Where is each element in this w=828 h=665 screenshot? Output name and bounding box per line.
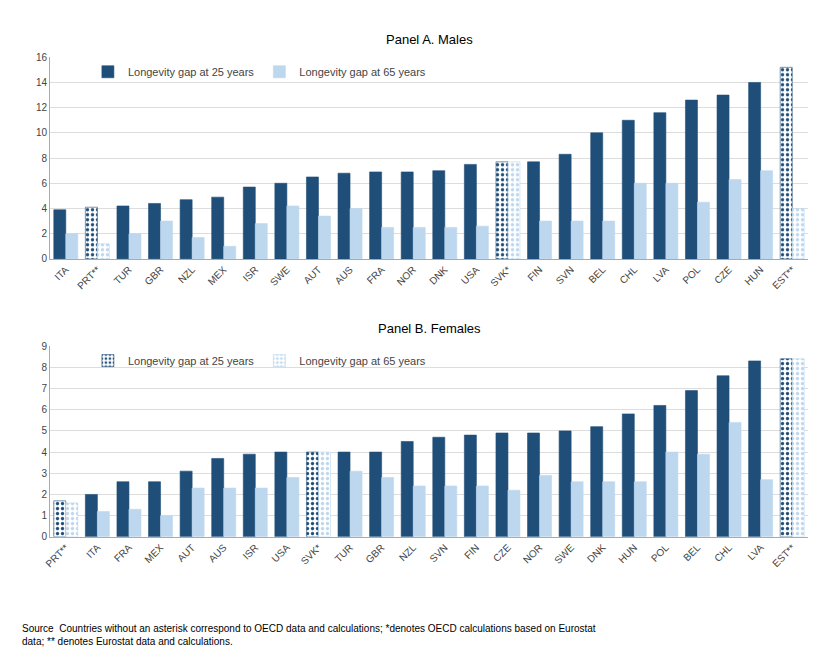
svg-text:1: 1 xyxy=(41,510,47,521)
svg-text:USA: USA xyxy=(270,542,293,565)
svg-text:0: 0 xyxy=(41,531,47,542)
svg-text:FIN: FIN xyxy=(462,542,481,561)
svg-text:12: 12 xyxy=(36,102,48,113)
svg-text:FRA: FRA xyxy=(365,264,387,286)
svg-text:AUS: AUS xyxy=(206,542,229,565)
svg-text:Longevity gap at 65 years: Longevity gap at 65 years xyxy=(299,66,425,78)
svg-text:NOR: NOR xyxy=(395,264,419,288)
svg-text:2: 2 xyxy=(41,228,47,239)
svg-text:NZL: NZL xyxy=(397,542,418,563)
svg-text:14: 14 xyxy=(36,77,48,88)
svg-text:TUR: TUR xyxy=(112,264,134,286)
svg-text:BEL: BEL xyxy=(587,264,608,285)
svg-text:16: 16 xyxy=(36,52,48,63)
svg-text:AUT: AUT xyxy=(301,264,323,286)
svg-text:SVN: SVN xyxy=(427,542,449,564)
svg-text:SVN: SVN xyxy=(554,264,576,286)
svg-text:3: 3 xyxy=(41,468,47,479)
svg-text:Panel B. Females: Panel B. Females xyxy=(378,321,481,336)
svg-text:HUN: HUN xyxy=(616,542,639,565)
svg-text:8: 8 xyxy=(41,362,47,373)
svg-text:FIN: FIN xyxy=(525,264,544,283)
svg-text:MEX: MEX xyxy=(142,542,165,565)
svg-text:Longevity gap at 25 years: Longevity gap at 25 years xyxy=(128,66,254,78)
svg-text:POL: POL xyxy=(649,542,671,564)
svg-text:SWE: SWE xyxy=(268,264,292,288)
svg-text:ISR: ISR xyxy=(241,264,261,284)
svg-text:Longevity gap at 25 years: Longevity gap at 25 years xyxy=(128,355,254,367)
svg-text:LVA: LVA xyxy=(651,264,671,284)
svg-text:AUS: AUS xyxy=(333,264,356,287)
svg-text:CHL: CHL xyxy=(712,542,734,564)
svg-text:POL: POL xyxy=(680,264,702,286)
svg-text:EST**: EST** xyxy=(770,542,797,569)
svg-text:9: 9 xyxy=(41,341,47,352)
svg-text:EST**: EST** xyxy=(770,264,797,291)
svg-text:MEX: MEX xyxy=(206,264,229,287)
svg-text:CZE: CZE xyxy=(491,542,513,564)
svg-text:6: 6 xyxy=(41,404,47,415)
svg-text:Longevity gap at 65 years: Longevity gap at 65 years xyxy=(299,355,425,367)
svg-text:ITA: ITA xyxy=(52,264,70,282)
svg-text:DNK: DNK xyxy=(585,542,608,565)
svg-text:AUT: AUT xyxy=(175,542,197,564)
svg-text:GBR: GBR xyxy=(363,542,386,565)
svg-text:CHL: CHL xyxy=(617,264,639,286)
svg-text:SWE: SWE xyxy=(552,542,576,566)
svg-text:PRT**: PRT** xyxy=(43,542,70,569)
svg-text:2: 2 xyxy=(41,489,47,500)
svg-text:LVA: LVA xyxy=(745,542,765,562)
svg-text:PRT**: PRT** xyxy=(75,264,102,291)
svg-text:SVK*: SVK* xyxy=(299,542,324,567)
svg-text:NOR: NOR xyxy=(521,542,545,566)
svg-text:4: 4 xyxy=(41,447,47,458)
svg-text:6: 6 xyxy=(41,178,47,189)
svg-text:SVK*: SVK* xyxy=(488,264,513,289)
svg-text:10: 10 xyxy=(36,127,48,138)
svg-text:Source Countries without an a: Source Countries without an asterisk cor… xyxy=(22,623,596,647)
svg-text:GBR: GBR xyxy=(142,264,165,287)
svg-text:TUR: TUR xyxy=(333,542,355,564)
svg-text:BEL: BEL xyxy=(681,542,702,563)
svg-text:4: 4 xyxy=(41,203,47,214)
svg-text:CZE: CZE xyxy=(712,264,734,286)
svg-text:ITA: ITA xyxy=(84,542,102,560)
svg-text:8: 8 xyxy=(41,153,47,164)
svg-text:7: 7 xyxy=(41,383,47,394)
svg-text:USA: USA xyxy=(459,264,482,287)
svg-text:ISR: ISR xyxy=(241,542,261,562)
svg-text:DNK: DNK xyxy=(427,264,450,287)
svg-text:5: 5 xyxy=(41,425,47,436)
svg-text:HUN: HUN xyxy=(742,264,765,287)
svg-text:Panel A. Males: Panel A. Males xyxy=(386,32,473,47)
svg-text:FRA: FRA xyxy=(112,542,134,564)
svg-text:NZL: NZL xyxy=(176,264,197,285)
svg-text:0: 0 xyxy=(41,253,47,264)
